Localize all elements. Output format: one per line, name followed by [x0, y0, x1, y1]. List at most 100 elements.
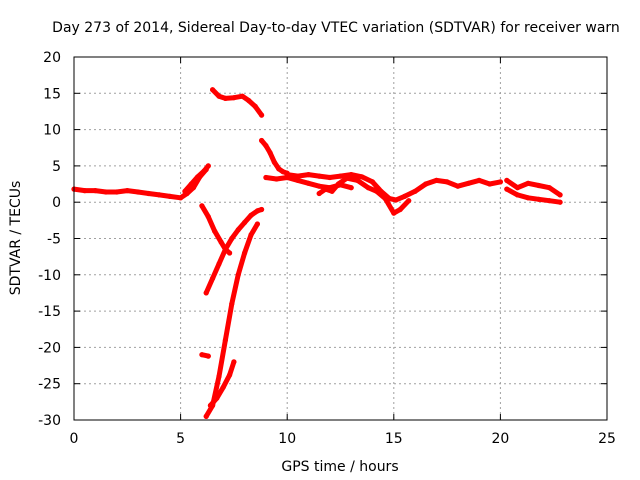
data-point [284, 174, 290, 181]
data-point [146, 190, 152, 197]
y-tick-label: 10 [43, 123, 61, 139]
data-point [214, 395, 220, 401]
data-point [231, 359, 237, 365]
data-point [444, 179, 450, 185]
y-tick-label: -5 [47, 232, 61, 248]
y-tick-label: 0 [52, 195, 61, 211]
y-tick-label: 5 [52, 159, 61, 175]
data-point [210, 275, 216, 281]
data-point [205, 163, 211, 169]
x-tick-label: 0 [70, 431, 79, 447]
data-point [229, 235, 235, 242]
data-point [235, 227, 241, 233]
data-point [525, 195, 531, 201]
data-point [546, 198, 553, 204]
data-point [82, 188, 88, 194]
data-point [252, 103, 258, 109]
data-point [423, 181, 429, 187]
ticks: 0 5 10 15 20 25 20 15 10 5 0 -5 -10 -15 -20 -25 -30 [38, 50, 616, 447]
data-point [222, 337, 228, 343]
y-tick-label: -30 [38, 413, 61, 429]
y-tick-label: -10 [38, 268, 61, 284]
data-point [401, 193, 408, 199]
data-point [248, 212, 254, 218]
data-point [295, 173, 301, 179]
data-point [316, 173, 322, 179]
data-point [195, 174, 201, 180]
data-point [406, 198, 412, 204]
data-point [203, 290, 209, 296]
data-point [365, 185, 371, 191]
data-point [348, 185, 354, 191]
data-point [259, 206, 265, 213]
data-point [203, 413, 209, 419]
data-point [239, 93, 245, 99]
data-point [514, 185, 521, 191]
data-point [335, 181, 341, 187]
y-tick-label: 15 [43, 86, 61, 102]
data-point [514, 192, 521, 198]
grid [74, 57, 607, 420]
data-point [359, 174, 365, 180]
data-point [220, 384, 226, 390]
data-point [259, 137, 265, 144]
data-point [329, 188, 335, 194]
data-point [391, 210, 397, 216]
data-point [248, 232, 254, 238]
data-point [267, 150, 273, 156]
data-point [216, 261, 222, 267]
data-point [327, 174, 333, 181]
data-point [476, 177, 482, 183]
data-point [199, 203, 205, 209]
data-point [205, 353, 211, 359]
data-point [525, 180, 531, 186]
data-point [546, 185, 553, 191]
y-tick-label: -15 [38, 304, 61, 320]
data-point [316, 183, 322, 189]
data-point [92, 188, 98, 194]
data-point [433, 177, 439, 183]
series-evening-main [284, 172, 503, 203]
y-axis-label: SDTVAR / TECUs [8, 181, 24, 296]
data-point [242, 250, 248, 256]
data-point [227, 372, 233, 378]
data-point [305, 180, 312, 186]
data-point [246, 98, 252, 104]
data-point [273, 176, 280, 182]
data-point [504, 177, 510, 183]
data-point [280, 169, 286, 175]
data-point [231, 95, 237, 101]
data-point [222, 246, 228, 252]
data-point [337, 173, 344, 179]
data-point [259, 112, 265, 118]
data-point [397, 206, 403, 213]
data-point [323, 186, 329, 192]
data-point [271, 159, 277, 165]
data-point [316, 190, 322, 197]
data-point [201, 168, 207, 174]
y-tick-label: -20 [38, 340, 61, 356]
data-point [216, 93, 222, 99]
x-tick-label: 20 [491, 431, 509, 447]
x-tick-label: 10 [278, 431, 296, 447]
data-point [229, 301, 235, 307]
data-point [348, 172, 354, 178]
data-point [465, 180, 471, 186]
series-evening-dip [316, 175, 412, 216]
data-point [210, 87, 216, 93]
data-point [199, 352, 205, 358]
data-point [182, 188, 188, 194]
data-point [412, 188, 418, 194]
data-point [178, 195, 184, 201]
x-tick-label: 15 [385, 431, 403, 447]
data-point [393, 197, 399, 203]
data-point [227, 250, 233, 256]
data-point [276, 166, 282, 172]
data-point [374, 188, 380, 194]
x-tick-label: 25 [598, 431, 616, 447]
data-point [504, 186, 510, 192]
data-point [455, 183, 461, 189]
data-point [114, 189, 120, 195]
data-point [254, 221, 260, 227]
data-point [218, 239, 224, 245]
